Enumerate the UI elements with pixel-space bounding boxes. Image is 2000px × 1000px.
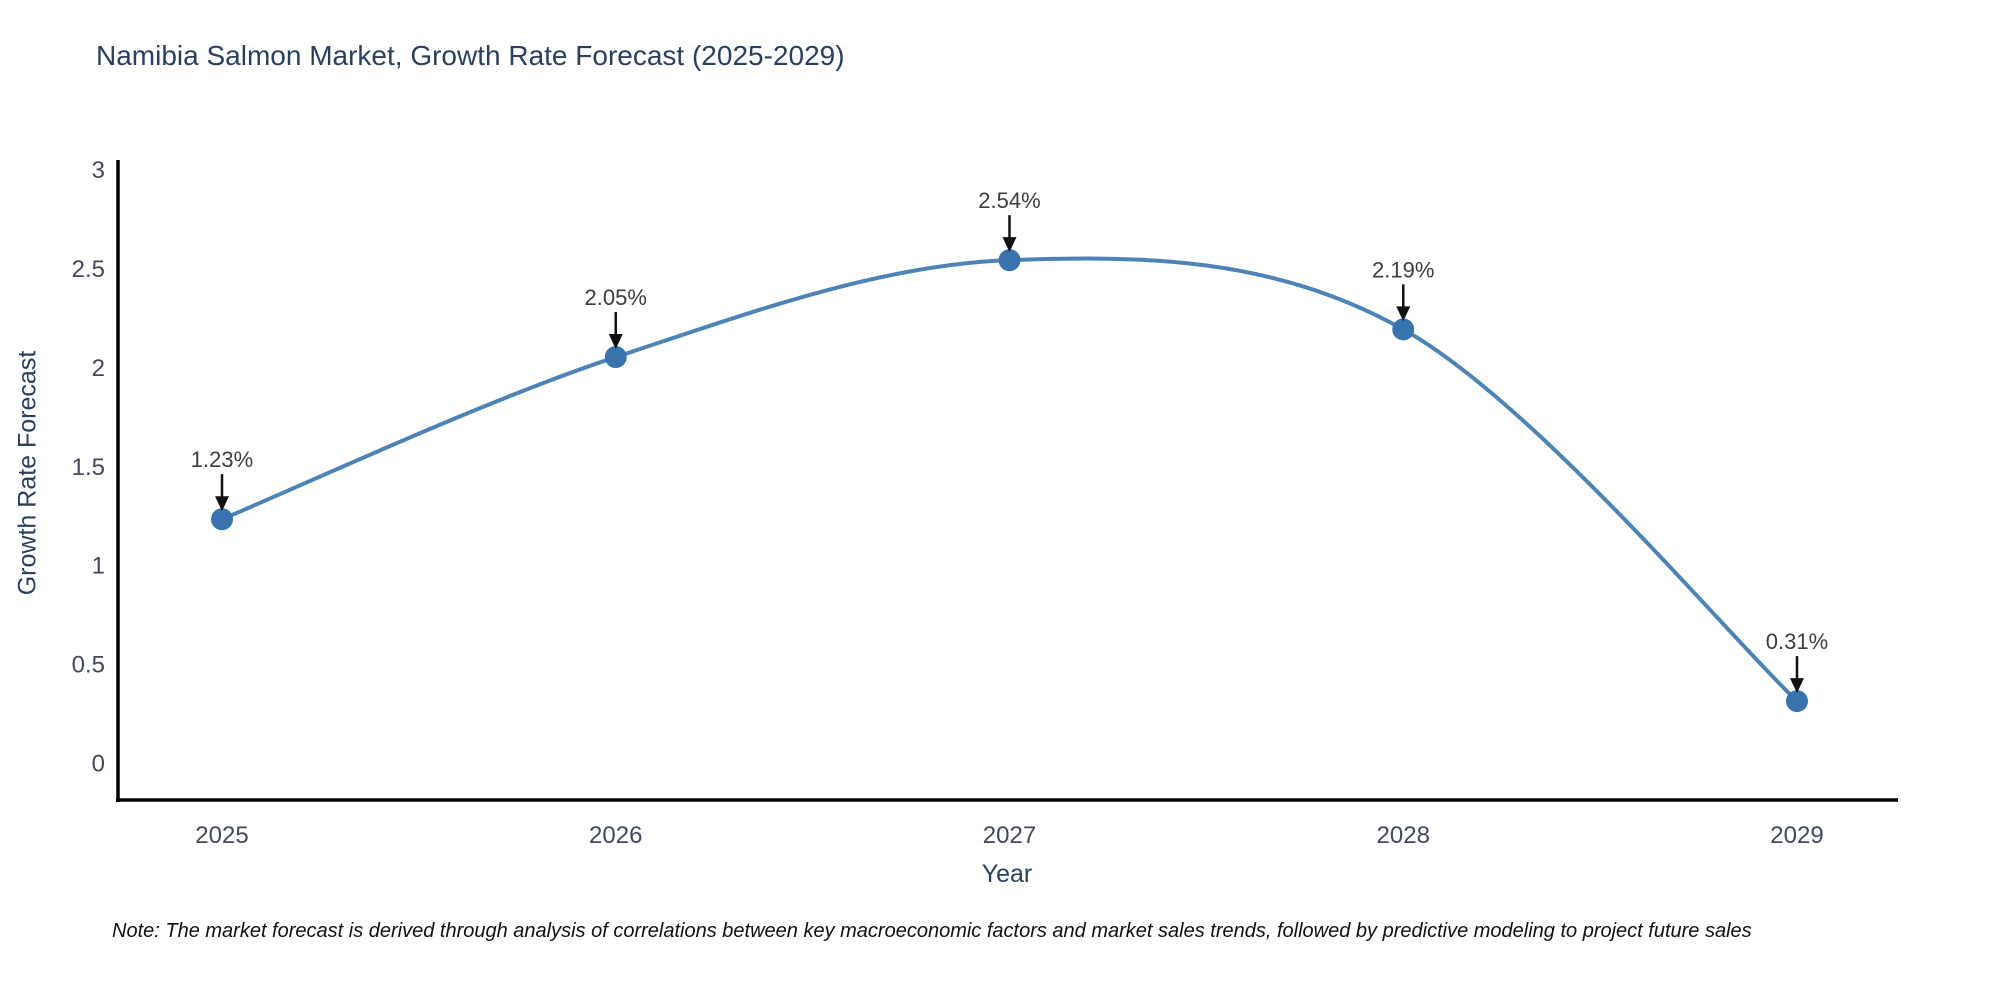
x-tick-label: 2027 [983, 822, 1036, 849]
y-tick-label: 0.5 [72, 652, 105, 679]
y-tick-label: 3 [92, 157, 105, 184]
annotation-arrow-head [608, 334, 623, 350]
annotation-arrow-head [1396, 306, 1411, 322]
point-annotations: 1.23% 2.05% 2.54% 2.19% 0.31% [191, 188, 1828, 694]
annotation-arrow-head [1002, 237, 1017, 253]
annotation-label: 0.31% [1766, 629, 1828, 654]
annotation-label: 1.23% [191, 447, 253, 472]
y-tick-label: 2 [92, 355, 105, 382]
y-tick-label: 2.5 [72, 256, 105, 283]
data-point-2027[interactable] [998, 249, 1021, 272]
y-tick-label: 1 [92, 553, 105, 580]
annotation-label: 2.19% [1372, 257, 1434, 282]
x-tick-labels: 2025 2026 2027 2028 2029 [195, 822, 1823, 849]
annotation-label: 2.54% [978, 188, 1040, 213]
x-tick-label: 2028 [1377, 822, 1430, 849]
data-point-2028[interactable] [1392, 318, 1415, 341]
growth-rate-line [220, 256, 1799, 704]
y-tick-label: 0 [92, 750, 105, 777]
x-axis-title: Year [981, 860, 1033, 888]
annotation-arrow-head [215, 496, 229, 512]
annotation-label: 2.05% [585, 285, 647, 310]
x-tick-label: 2029 [1770, 822, 1823, 849]
chart-title: Namibia Salmon Market, Growth Rate Forec… [96, 40, 845, 71]
annotation-arrow-head [1790, 678, 1804, 694]
y-tick-label: 1.5 [72, 454, 105, 481]
footnote: Note: The market forecast is derived thr… [112, 920, 1752, 942]
growth-rate-series [211, 249, 1808, 713]
y-tick-labels: 0 0.5 1 1.5 2 2.5 3 [72, 157, 105, 777]
data-point-2026[interactable] [604, 346, 627, 369]
x-tick-label: 2026 [589, 822, 642, 849]
data-point-2029[interactable] [1786, 690, 1808, 713]
x-tick-label: 2025 [195, 822, 248, 849]
data-point-2025[interactable] [211, 508, 233, 531]
